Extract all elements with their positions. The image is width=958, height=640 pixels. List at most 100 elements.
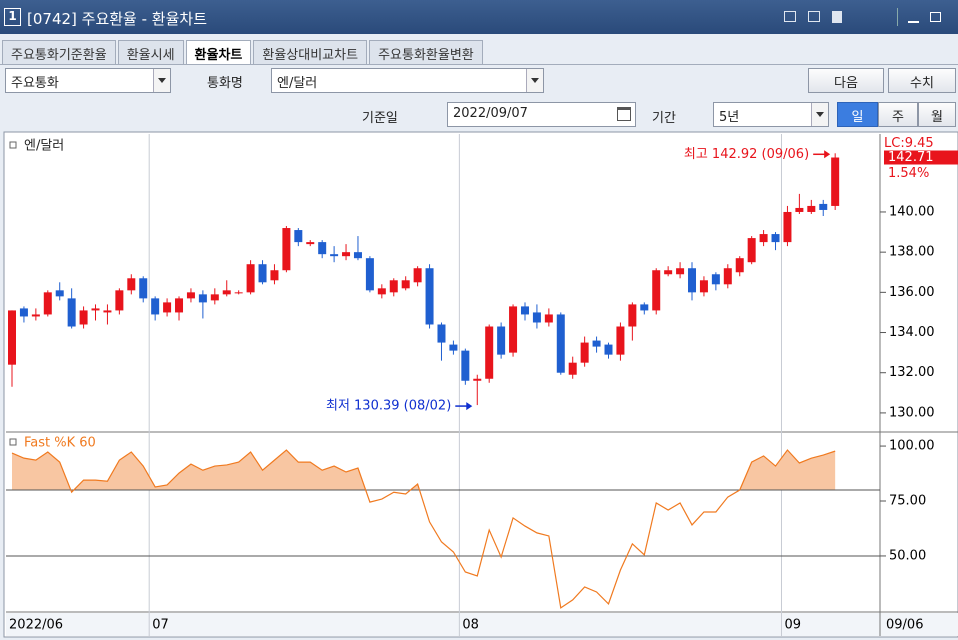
candle-body: [497, 326, 506, 355]
candle-body: [330, 254, 339, 257]
candle-body: [258, 264, 267, 283]
values-button[interactable]: 수치: [888, 68, 956, 93]
candle-body: [55, 290, 64, 297]
area-fill: [12, 450, 836, 491]
x-axis-strip: [6, 613, 958, 636]
label: 기준일: [362, 111, 398, 126]
chart: 엔/달러 Fast %K 60 2022/06 07 08 09 09/06 130.00…: [3, 131, 958, 638]
select-value: 엔/달러: [277, 76, 318, 91]
icon[interactable]: [784, 11, 796, 22]
candle-body: [8, 310, 16, 365]
candle-body: [353, 252, 362, 259]
candle-body: [783, 211, 792, 243]
period-button[interactable]: 월: [918, 102, 956, 127]
last-value-box: [884, 150, 958, 165]
change-pct-label: 1.54%: [888, 166, 929, 181]
candle-body: [437, 324, 446, 343]
candle-body: [67, 298, 76, 327]
label: 기간: [652, 111, 676, 126]
candle-body: [270, 270, 279, 281]
legend-marker: [9, 438, 17, 446]
candle-body: [139, 278, 148, 299]
y-tick-label: 132.00: [889, 365, 935, 380]
candle-body: [807, 205, 816, 212]
candle-body: [664, 270, 673, 275]
candle-body: [759, 234, 768, 243]
candle-body: [103, 310, 112, 313]
candle-body: [544, 314, 553, 323]
candle-body: [747, 238, 756, 263]
candle-body: [43, 292, 52, 315]
period-select[interactable]: 5년: [713, 102, 829, 127]
line: [11, 449, 836, 609]
date-input[interactable]: 2022/09/07: [447, 102, 636, 127]
candle-body: [115, 290, 124, 311]
candle-body: [377, 288, 386, 295]
title-bar: 1 [0742] 주요환율 - 환율차트: [0, 0, 958, 34]
y-tick-label: 134.00: [889, 325, 935, 340]
candle-body: [699, 280, 708, 293]
last-value-label: 142.71: [888, 150, 934, 165]
candle-body: [151, 298, 160, 315]
tab[interactable]: 주요통화기준환율: [2, 40, 116, 65]
candle-body: [31, 314, 40, 317]
candle-body: [532, 312, 541, 323]
legend-label: Fast %K 60: [24, 436, 96, 451]
candle-body: [91, 308, 100, 311]
candle-body: [401, 280, 410, 289]
calendar-icon[interactable]: [617, 107, 631, 121]
x-tick-label: 08: [462, 618, 479, 633]
select-value: 주요통화: [11, 76, 59, 91]
annotation: 최고 142.92 (09/06): [684, 147, 809, 162]
candle-body: [652, 270, 661, 311]
annotation-arrowhead: [466, 402, 473, 411]
candle-body: [234, 292, 243, 294]
candle-body: [640, 304, 649, 311]
currency-select[interactable]: 엔/달러: [271, 68, 544, 93]
candle-body: [711, 274, 720, 285]
chart-frame: [3, 131, 958, 638]
tab[interactable]: 주요통화환율변환: [369, 40, 483, 65]
window-number: 1: [4, 8, 21, 26]
tab-bar: 주요통화기준환율 환율시세 환율차트 환율상대비교차트 주요통화환율변환: [2, 40, 485, 65]
candle-body: [222, 290, 231, 295]
candle-body: [485, 326, 494, 379]
x-tick-label: 07: [152, 618, 169, 633]
tab[interactable]: 환율차트: [185, 40, 252, 65]
label: 통화명: [207, 76, 243, 91]
next-button[interactable]: 다음: [808, 68, 884, 93]
legend-marker: [9, 141, 17, 149]
y-tick-label: 140.00: [889, 204, 935, 219]
period-button[interactable]: 주: [878, 102, 918, 127]
candle-body: [723, 268, 732, 285]
period-button[interactable]: 일: [837, 102, 878, 127]
candle-body: [556, 314, 565, 373]
candle-body: [294, 230, 303, 243]
tab[interactable]: 환율시세: [117, 40, 184, 65]
candle-body: [175, 298, 184, 313]
candle-body: [735, 258, 744, 273]
candle-body: [795, 207, 804, 212]
icon[interactable]: [832, 11, 842, 23]
candle-body: [819, 203, 828, 210]
candle-body: [449, 344, 458, 351]
y-tick-label: 136.00: [889, 285, 935, 300]
group-select[interactable]: 주요통화: [5, 68, 171, 93]
candle-body: [580, 342, 589, 363]
candle-body: [246, 264, 255, 293]
candle-body: [520, 306, 529, 315]
minimize-button[interactable]: [908, 21, 919, 23]
divider: [0, 64, 958, 65]
candle-body: [473, 378, 482, 381]
annotation-arrowhead: [824, 150, 831, 159]
candle-body: [831, 157, 840, 206]
tab[interactable]: 환율상대비교차트: [253, 40, 368, 65]
icon[interactable]: [808, 11, 820, 22]
candle-body: [461, 350, 470, 381]
select-value: 5년: [719, 110, 740, 125]
window-title: [0742] 주요환율 - 환율차트: [27, 10, 207, 28]
y-tick-label: 138.00: [889, 245, 935, 260]
maximize-button[interactable]: [930, 12, 941, 22]
y-tick-label: 130.00: [889, 405, 935, 420]
